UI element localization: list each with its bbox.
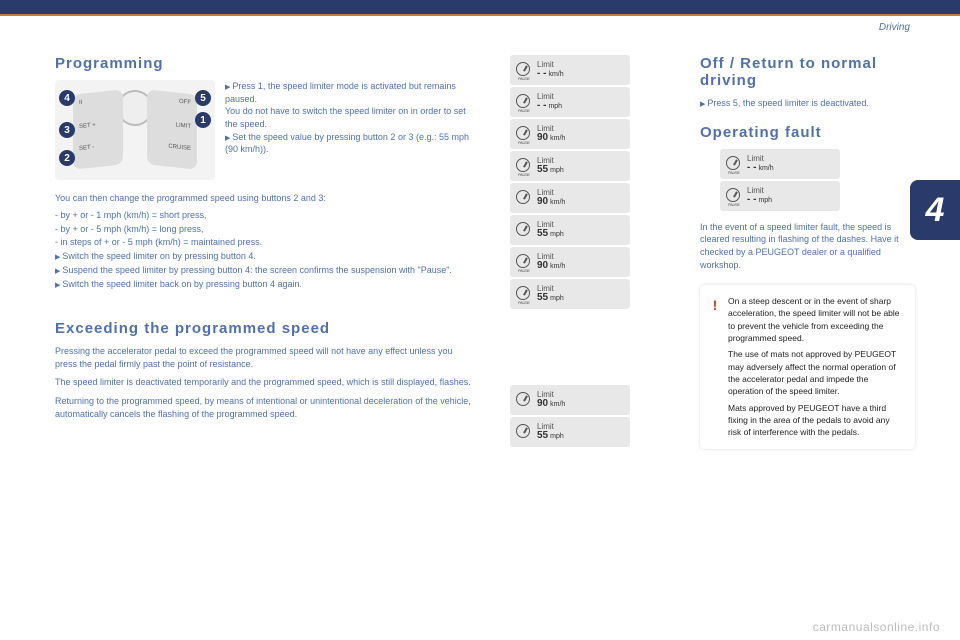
column-left: Programming II SET + SET - OFF LIMIT CRU… <box>55 55 475 420</box>
pad-label: LIMIT <box>176 122 191 130</box>
warning-paragraph: On a steep descent or in the event of sh… <box>728 295 905 344</box>
display-value: - -mph <box>747 195 772 205</box>
display-stack-bottom: Limit90km/hLimit55mph <box>510 385 670 447</box>
speed-gauge-icon: PAUSE <box>516 94 532 110</box>
pad-label: CRUISE <box>168 144 191 152</box>
speed-gauge-icon: PAUSE <box>516 286 532 302</box>
badge-2: 2 <box>59 150 75 166</box>
limit-display: PAUSELimit- -km/h <box>720 149 840 179</box>
display-stack-top: PAUSELimit- -km/hPAUSELimit- -mphPAUSELi… <box>510 55 670 309</box>
limit-display: PAUSELimit55mph <box>510 279 630 309</box>
display-value: 90km/h <box>537 261 565 271</box>
limit-display: Limit90km/h <box>510 385 630 415</box>
speed-gauge-icon <box>516 424 532 440</box>
speed-gauge-icon <box>516 392 532 408</box>
list-item: Switch the speed limiter back on by pres… <box>55 278 475 292</box>
exceed-paragraph: The speed limiter is deactivated tempora… <box>55 376 475 389</box>
adjust-list: by + or - 1 mph (km/h) = short press, by… <box>55 205 475 293</box>
speed-gauge-icon <box>516 222 532 238</box>
chapter-badge: 4 <box>910 180 960 240</box>
limit-display: Limit90km/h <box>510 183 630 213</box>
intro-text: Press 1, the speed limiter mode is activ… <box>225 80 475 156</box>
exceed-paragraph: Pressing the accelerator pedal to exceed… <box>55 345 475 370</box>
display-value: 55mph <box>537 293 564 303</box>
column-middle: PAUSELimit- -km/hPAUSELimit- -mphPAUSELi… <box>510 55 670 463</box>
warning-paragraph: The use of mats not approved by PEUGEOT … <box>728 348 905 397</box>
warning-paragraph: Mats approved by PEUGEOT have a third fi… <box>728 402 905 439</box>
display-value: 55mph <box>537 165 564 175</box>
limit-display: PAUSELimit90km/h <box>510 119 630 149</box>
intro-line: Press 1, the speed limiter mode is activ… <box>225 80 475 105</box>
speed-gauge-icon: PAUSE <box>726 188 742 204</box>
footer-url: carmanualsonline.info <box>813 620 940 634</box>
display-value: - -mph <box>537 101 562 111</box>
badge-1: 1 <box>195 112 211 128</box>
header-section-label: Driving <box>879 22 910 33</box>
display-value: - -km/h <box>537 69 564 79</box>
limit-display: PAUSELimit55mph <box>510 151 630 181</box>
display-value: 90km/h <box>537 133 565 143</box>
pad-label: OFF <box>179 99 191 106</box>
badge-3: 3 <box>59 122 75 138</box>
heading-programming: Programming <box>55 55 475 72</box>
list-item: Suspend the speed limiter by pressing bu… <box>55 264 475 278</box>
intro-line: You do not have to switch the speed limi… <box>225 105 475 130</box>
list-item: in steps of + or - 5 mph (km/h) = mainta… <box>55 236 475 250</box>
off-line: Press 5, the speed limiter is deactivate… <box>700 97 915 110</box>
control-diagram: II SET + SET - OFF LIMIT CRUISE 1 2 3 4 … <box>55 80 215 180</box>
intro-line: Set the speed value by pressing button 2… <box>225 131 475 156</box>
fault-text: In the event of a speed limiter fault, t… <box>700 221 915 271</box>
list-item: by + or - 5 mph (km/h) = long press, <box>55 223 475 237</box>
fault-display-pair: PAUSELimit- -km/hPAUSELimit- -mph <box>720 149 915 211</box>
display-value: 90km/h <box>537 197 565 207</box>
warning-box: ! On a steep descent or in the event of … <box>700 285 915 448</box>
limit-display: PAUSELimit- -mph <box>720 181 840 211</box>
speed-gauge-icon: PAUSE <box>726 156 742 172</box>
warning-icon: ! <box>708 295 722 309</box>
list-lead: You can then change the programmed speed… <box>55 192 475 205</box>
heading-fault: Operating fault <box>700 124 915 141</box>
speed-gauge-icon: PAUSE <box>516 126 532 142</box>
pad-label: SET - <box>79 144 94 152</box>
heading-off: Off / Return to normal driving <box>700 55 915 89</box>
speed-gauge-icon <box>516 190 532 206</box>
speed-gauge-icon: PAUSE <box>516 254 532 270</box>
badge-4: 4 <box>59 90 75 106</box>
top-bar <box>0 0 960 14</box>
speed-gauge-icon: PAUSE <box>516 62 532 78</box>
limit-display: Limit55mph <box>510 215 630 245</box>
limit-display: PAUSELimit90km/h <box>510 247 630 277</box>
exceed-paragraph: Returning to the programmed speed, by me… <box>55 395 475 420</box>
list-item: by + or - 1 mph (km/h) = short press, <box>55 209 475 223</box>
speed-gauge-icon: PAUSE <box>516 158 532 174</box>
display-value: 55mph <box>537 229 564 239</box>
left-pad: II SET + SET - <box>73 89 123 169</box>
display-value: 55mph <box>537 431 564 441</box>
limit-display: PAUSELimit- -mph <box>510 87 630 117</box>
display-value: - -km/h <box>747 163 774 173</box>
limit-display: PAUSELimit- -km/h <box>510 55 630 85</box>
column-right: Off / Return to normal driving Press 5, … <box>700 55 915 449</box>
display-value: 90km/h <box>537 399 565 409</box>
heading-exceeding: Exceeding the programmed speed <box>55 320 475 337</box>
badge-5: 5 <box>195 90 211 106</box>
right-pad: OFF LIMIT CRUISE <box>147 89 197 169</box>
pad-label: II <box>79 100 82 106</box>
limit-display: Limit55mph <box>510 417 630 447</box>
list-item: Switch the speed limiter on by pressing … <box>55 250 475 264</box>
pad-label: SET + <box>79 122 96 130</box>
